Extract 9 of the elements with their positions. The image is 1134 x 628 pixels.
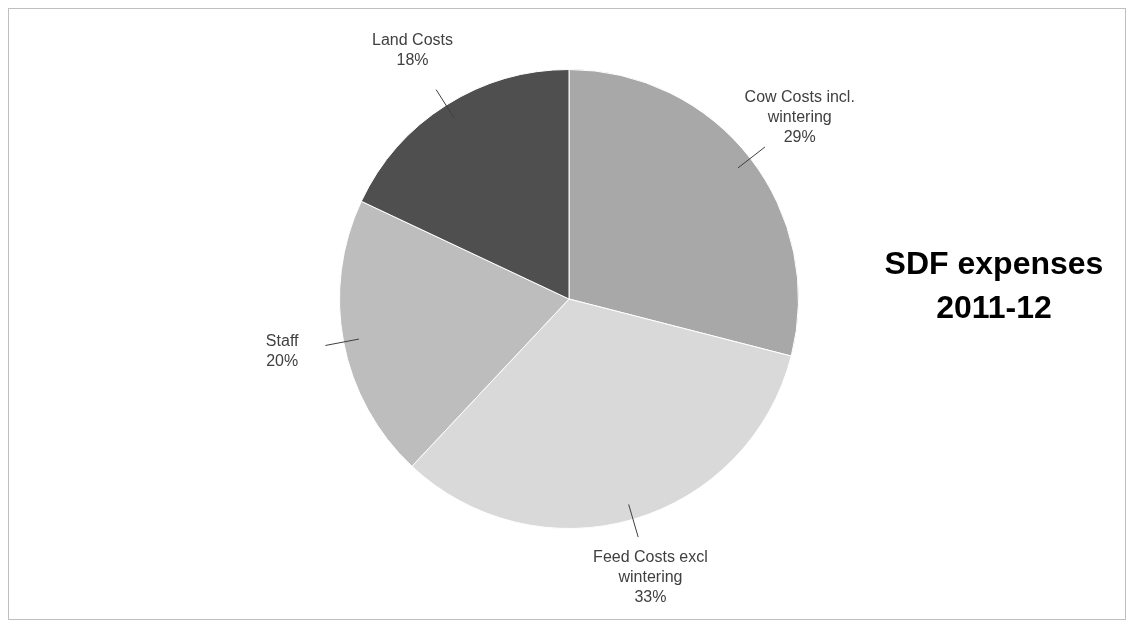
slice-label: Staff bbox=[265, 332, 300, 350]
data-label: 20% bbox=[266, 352, 299, 370]
data-label: 29% bbox=[783, 128, 816, 146]
slice-label: Cow Costs incl. wintering bbox=[744, 88, 855, 126]
data-label: 33% bbox=[634, 587, 667, 605]
text: SDF expenses 2011-12 bbox=[883, 244, 1105, 327]
slice-label: Land Costs bbox=[372, 30, 454, 48]
slice-label: Feed Costs excl wintering bbox=[593, 547, 708, 585]
data-label: 18% bbox=[396, 50, 429, 68]
